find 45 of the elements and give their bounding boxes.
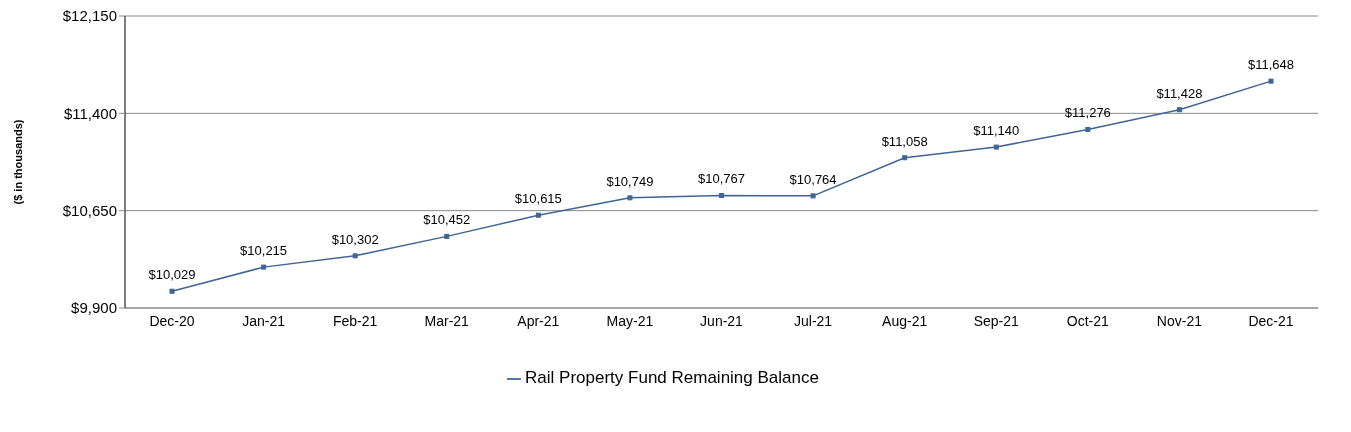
point: [444, 233, 450, 239]
x-tick-label: Dec-21: [1248, 312, 1294, 329]
x-tick-label: Nov-21: [1156, 312, 1203, 329]
y-axis-title: ($ in thousands): [11, 119, 24, 205]
data-label: $11,140: [973, 123, 1020, 139]
x-tick-label: Oct-21: [1066, 312, 1110, 329]
x-tick-label: Dec-20: [149, 312, 195, 329]
point: [1268, 78, 1274, 84]
point: [1085, 126, 1091, 132]
data-label: $10,215: [240, 243, 288, 259]
point: [261, 264, 267, 270]
data-label: $10,615: [514, 191, 562, 207]
y-tick-label: $12,150: [62, 7, 117, 25]
x-tick-label: Jan-21: [242, 312, 286, 329]
data-label: $11,428: [1156, 85, 1203, 101]
x-tick-label: Jun-21: [700, 312, 744, 329]
data-label: $10,749: [606, 173, 654, 189]
x-tick-label: Feb-21: [332, 312, 378, 329]
data-label: $10,767: [698, 171, 745, 187]
point: [352, 253, 358, 259]
legend-label: Rail Property Fund Remaining Balance: [525, 368, 819, 387]
point: [1176, 107, 1182, 113]
point: [535, 212, 541, 218]
data-label: $11,648: [1247, 57, 1295, 73]
x-tick-label: Aug-21: [882, 312, 928, 329]
x-tick-label: Sep-21: [973, 312, 1020, 329]
x-tick-label: May-21: [606, 312, 654, 329]
y-tick-label: $10,650: [62, 201, 117, 219]
point: [993, 144, 999, 150]
data-label: $10,452: [423, 212, 471, 228]
data-label: $10,302: [331, 231, 379, 247]
y-tick-label: $9,900: [71, 299, 117, 317]
x-tick-label: Jul-21: [794, 312, 833, 329]
point: [627, 195, 633, 201]
y-tick-label: $11,400: [63, 104, 117, 122]
point: [719, 192, 724, 198]
point: [169, 288, 175, 294]
data-label: $11,058: [881, 133, 928, 149]
point: [902, 155, 908, 161]
x-tick-label: Mar-21: [424, 312, 470, 329]
data-label: $11,276: [1064, 105, 1111, 121]
x-tick-label: Apr-21: [517, 312, 560, 329]
data-label: $10,764: [789, 171, 837, 187]
point: [810, 193, 816, 199]
data-label: $10,029: [148, 267, 196, 283]
